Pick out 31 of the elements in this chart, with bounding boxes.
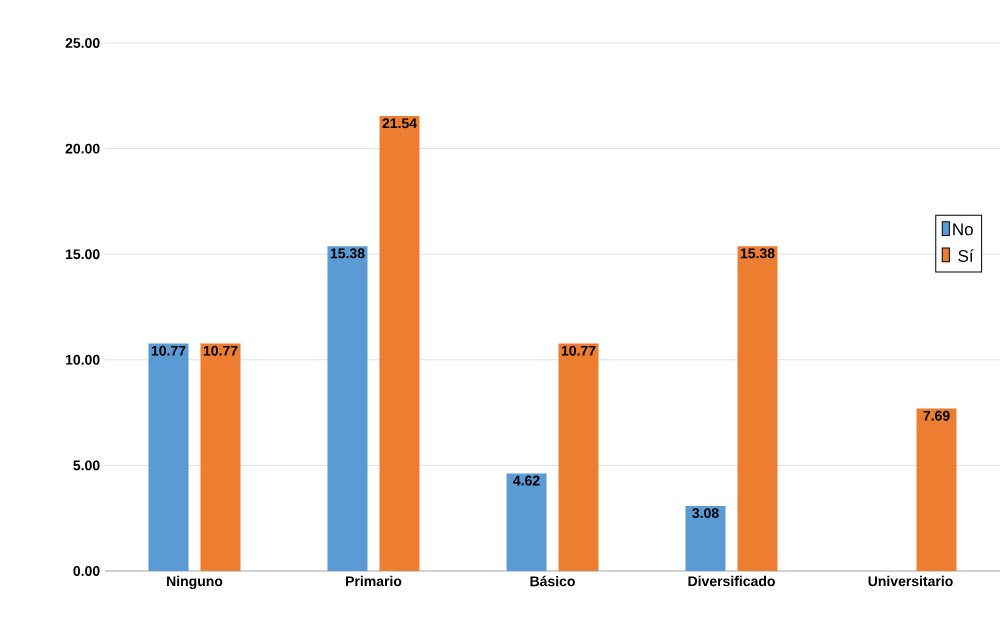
bar bbox=[685, 505, 726, 571]
x-tick-label: Primario bbox=[346, 575, 402, 587]
x-tick-label: Ninguno bbox=[167, 575, 223, 589]
bar bbox=[327, 246, 368, 571]
data-label: 21.54 bbox=[382, 118, 417, 129]
x-tick-label: Universitario bbox=[868, 575, 953, 587]
data-label: 10.77 bbox=[151, 345, 186, 356]
x-tick-label: Diversificado bbox=[688, 575, 775, 587]
data-label: 10.77 bbox=[561, 345, 596, 356]
x-tick-label: Básico bbox=[530, 575, 575, 587]
data-label: 3.08 bbox=[692, 508, 719, 519]
data-label: 15.38 bbox=[740, 248, 775, 259]
data-label: 15.38 bbox=[330, 248, 365, 259]
data-label: 7.69 bbox=[923, 410, 950, 421]
data-label: 4.62 bbox=[513, 475, 540, 486]
bar bbox=[379, 116, 420, 571]
bar bbox=[737, 246, 778, 571]
bar bbox=[916, 408, 957, 571]
data-label: 10.77 bbox=[203, 345, 238, 356]
y-tick-label: 10.00 bbox=[65, 354, 100, 365]
legend-label: No bbox=[953, 223, 973, 236]
bar bbox=[506, 473, 547, 571]
bar bbox=[558, 343, 599, 571]
y-tick-label: 5.00 bbox=[73, 460, 100, 471]
y-tick-label: 0.00 bbox=[73, 566, 100, 576]
legend-label: Sí bbox=[958, 249, 974, 262]
bar bbox=[148, 343, 189, 571]
y-tick-label: 15.00 bbox=[65, 249, 100, 260]
y-tick-label: 25.00 bbox=[65, 38, 100, 48]
y-tick-label: 20.00 bbox=[65, 143, 100, 154]
bar bbox=[200, 343, 241, 571]
